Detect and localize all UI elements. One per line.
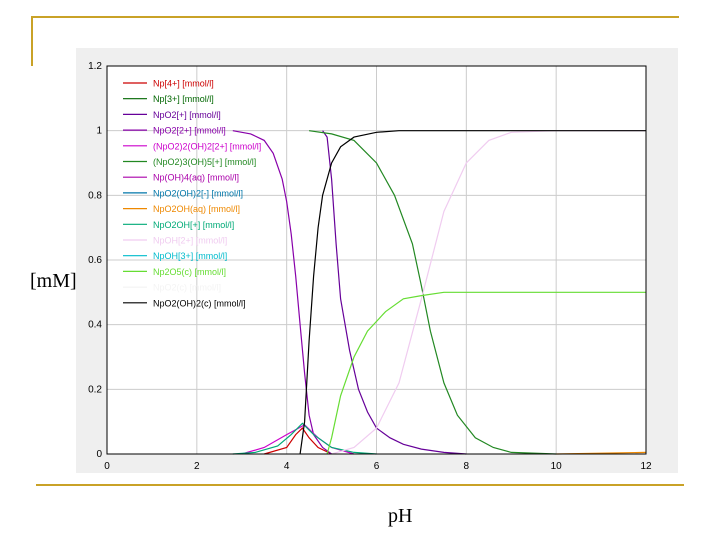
legend-entry: NpO2OH[+] [mmol/l] bbox=[153, 220, 234, 230]
legend-entry: Np[3+] [mmol/l] bbox=[153, 94, 214, 104]
x-tick-label: 12 bbox=[640, 461, 652, 472]
series-line bbox=[299, 130, 646, 455]
y-tick-label: 0 bbox=[96, 449, 102, 460]
x-tick-label: 10 bbox=[551, 461, 563, 472]
x-tick-label: 8 bbox=[464, 461, 470, 472]
y-tick-label: 1 bbox=[96, 126, 102, 137]
series-line bbox=[322, 130, 467, 455]
legend-entry: NpO2(OH)2[-] [mmol/l] bbox=[153, 188, 243, 198]
y-tick-label: 0.6 bbox=[88, 255, 102, 266]
legend-entry: NpO2OH(aq) [mmol/l] bbox=[153, 204, 240, 214]
legend-entry: NpOH[2+] [mmol/l] bbox=[153, 236, 227, 246]
y-tick-label: 0.2 bbox=[88, 384, 102, 395]
legend-entry: (NpO2)3(OH)5[+] [mmol/l] bbox=[153, 157, 256, 167]
decorative-vertical-line bbox=[31, 16, 33, 66]
y-tick-label: 0.4 bbox=[88, 320, 102, 331]
legend-entry: NpO2[+] [mmol/l] bbox=[153, 110, 221, 120]
x-tick-label: 4 bbox=[284, 461, 290, 472]
legend-entry: Np2O5(c) [mmol/l] bbox=[153, 267, 226, 277]
series-line bbox=[331, 130, 646, 455]
legend-entry: NpO2[2+] [mmol/l] bbox=[153, 126, 226, 136]
decorative-top-line bbox=[31, 16, 679, 18]
legend-entry: NpO2(OH)2(c) [mmol/l] bbox=[153, 298, 246, 308]
x-tick-label: 0 bbox=[104, 461, 110, 472]
x-tick-label: 2 bbox=[194, 461, 200, 472]
y-axis-label: [mM] bbox=[30, 270, 77, 292]
legend-entry: NpO2(c) [mmol/l] bbox=[153, 283, 221, 293]
series-line bbox=[264, 427, 332, 455]
legend-entry: Np[4+] [mmol/l] bbox=[153, 79, 214, 89]
series-line bbox=[326, 291, 646, 455]
chart-frame: 0 2 4 6 8 10 12 0 0.2 0.4 0.6 0.8 1 1.2 Np[4+] [mmol/l… bbox=[76, 48, 678, 473]
series-line bbox=[309, 130, 557, 455]
series-line bbox=[232, 422, 377, 455]
x-axis-label: pH bbox=[388, 505, 413, 527]
legend-entry: (NpO2)2(OH)2[2+] [mmol/l] bbox=[153, 141, 261, 151]
decorative-bottom-line bbox=[36, 484, 684, 486]
legend-entry: Np(OH)4(aq) [mmol/l] bbox=[153, 173, 239, 183]
x-tick-label: 6 bbox=[374, 461, 380, 472]
y-tick-label: 1.2 bbox=[88, 61, 102, 72]
y-tick-label: 0.8 bbox=[88, 190, 102, 201]
legend-entry: NpOH[3+] [mmol/l] bbox=[153, 251, 227, 261]
speciation-chart: 0 2 4 6 8 10 12 0 0.2 0.4 0.6 0.8 1 1.2 Np[4+] [mmol/l… bbox=[88, 61, 652, 472]
series-line bbox=[232, 130, 332, 455]
plot-border bbox=[106, 65, 647, 455]
